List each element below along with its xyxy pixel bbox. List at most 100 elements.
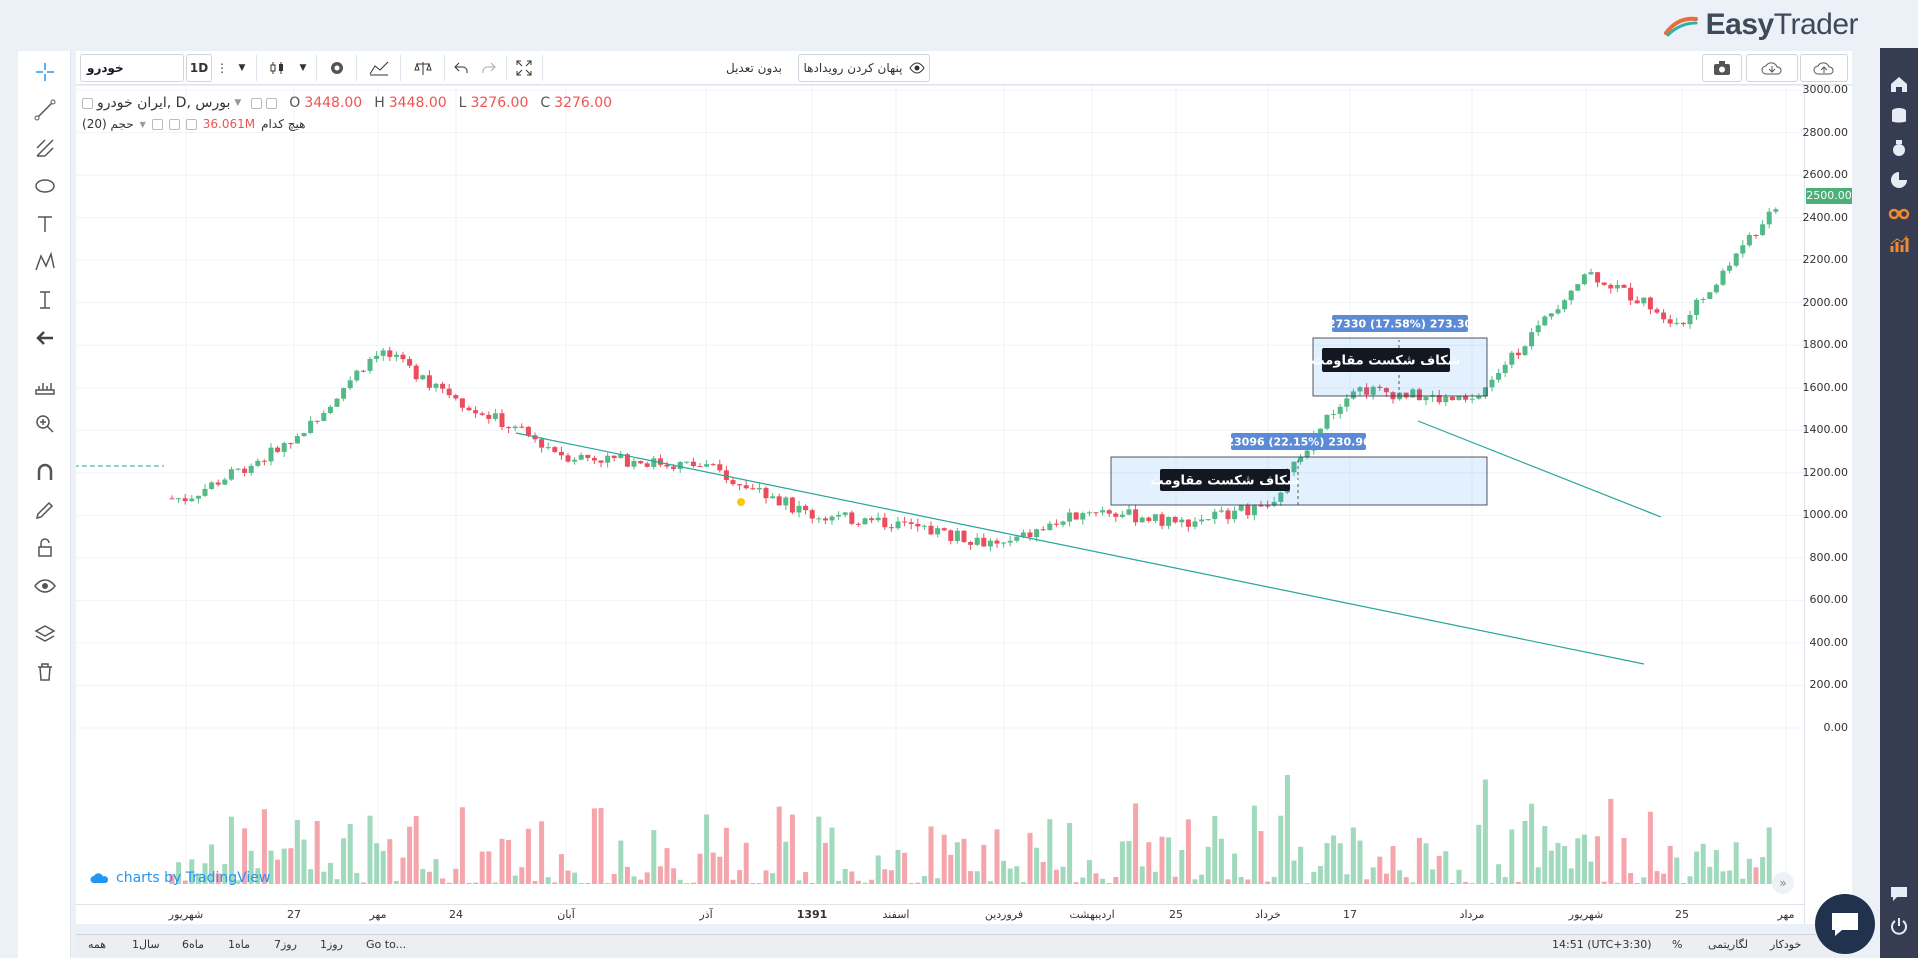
comments-icon[interactable] <box>1887 882 1911 906</box>
layers-icon[interactable] <box>28 619 61 649</box>
tradingview-watermark[interactable]: charts by TradingView <box>90 870 270 886</box>
settings-gear-icon[interactable] <box>322 54 352 82</box>
redo-icon[interactable] <box>476 54 502 82</box>
back-arrow-icon[interactable] <box>28 323 61 353</box>
more-vertical-icon[interactable]: ⋮ <box>214 54 230 82</box>
candle-body <box>413 365 419 380</box>
volume-dropdown-icon[interactable]: ▼ <box>139 119 146 129</box>
candle-body <box>1634 300 1640 304</box>
chart-style-dropdown-icon[interactable]: ▼ <box>294 54 312 82</box>
undo-icon[interactable] <box>448 54 474 82</box>
price-chart-svg[interactable]: شکاف شکست مقاومت 230.96 (22.15%) 23096 شکا… <box>76 86 1804 904</box>
indicators-icon[interactable] <box>362 54 396 82</box>
price-axis[interactable]: 3000.00 2800.00 2600.00 2400.00 2200.00 2000.… <box>1802 83 1852 924</box>
percent-toggle[interactable]: % <box>1672 938 1683 951</box>
zoom-icon[interactable] <box>28 409 61 439</box>
hide-events-button[interactable]: پنهان کردن رویدادها <box>798 54 930 82</box>
candle-body <box>1509 352 1515 365</box>
adjust-label[interactable]: بدون تعدیل <box>726 61 782 75</box>
price-tick: 1600.00 <box>1802 380 1849 394</box>
auto-toggle[interactable]: خودکار <box>1770 938 1802 951</box>
candles-style-icon[interactable] <box>262 54 292 82</box>
fullscreen-icon[interactable] <box>510 54 538 82</box>
measure-tool-icon[interactable] <box>28 285 61 315</box>
range-1m[interactable]: 1ماه <box>228 938 251 951</box>
pie-chart-icon[interactable] <box>1887 168 1911 192</box>
log-toggle[interactable]: لگاریتمی <box>1708 938 1748 951</box>
bar-chart-icon[interactable] <box>1887 232 1911 256</box>
pitchfork-tool-icon[interactable] <box>28 133 61 163</box>
goto-date[interactable]: Go to... <box>366 938 407 951</box>
cloud-download-icon[interactable] <box>1746 54 1798 82</box>
volume-settings-icon[interactable] <box>168 118 180 130</box>
interval-button[interactable]: 1D <box>186 54 212 82</box>
candle-body <box>1040 529 1046 531</box>
eye-icon[interactable] <box>28 571 61 601</box>
range-1y[interactable]: 1سال <box>132 938 160 951</box>
power-icon[interactable] <box>1887 914 1911 938</box>
legend-eye-icon[interactable] <box>251 97 263 109</box>
candle-body <box>809 510 815 519</box>
time-axis[interactable]: شهریور 27 مهر 24 آبان آذر 1391 اسفند فروردین اردی… <box>76 904 1804 924</box>
easytrader-logo[interactable]: EasyTrader <box>1663 8 1859 42</box>
range-6m[interactable]: 6ماه <box>182 938 205 951</box>
ruler-tool-icon[interactable] <box>28 371 61 401</box>
ellipse-tool-icon[interactable] <box>28 171 61 201</box>
candle-body <box>974 537 980 545</box>
home-icon[interactable] <box>1887 72 1911 96</box>
candle-body <box>1304 450 1310 458</box>
crosshair-tool-icon[interactable] <box>28 57 61 87</box>
chart-area[interactable]: شکاف شکست مقاومت 230.96 (22.15%) 23096 شکا… <box>76 83 1852 924</box>
compare-scale-icon[interactable] <box>406 54 440 82</box>
money-bag-icon[interactable] <box>1887 136 1911 160</box>
volume-bar <box>902 852 908 884</box>
text-tool-icon[interactable] <box>28 209 61 239</box>
candle-body <box>492 413 498 419</box>
volume-bar <box>1014 866 1020 884</box>
trash-icon[interactable] <box>28 657 61 687</box>
candle-body <box>935 528 941 535</box>
candle-body <box>1007 540 1013 543</box>
range-all[interactable]: همه <box>88 938 107 951</box>
volume-bar <box>1179 849 1185 884</box>
chat-button[interactable] <box>1815 894 1875 954</box>
interval-dropdown-icon[interactable]: ▼ <box>232 54 252 82</box>
volume-bar <box>1436 855 1442 884</box>
volume-bar <box>1357 840 1363 884</box>
range-1d[interactable]: 1روز <box>320 938 343 951</box>
candle-body <box>763 487 769 499</box>
brand-bar: EasyTrader <box>0 0 1918 48</box>
cloud-upload-icon[interactable] <box>1800 54 1848 82</box>
volume-bar <box>968 871 974 884</box>
legend-settings-icon[interactable] <box>266 97 278 109</box>
volume-bar <box>1172 876 1178 884</box>
legend-dropdown-icon[interactable]: ▼ <box>234 98 242 108</box>
time-tick: مهر <box>369 908 387 921</box>
trend-line-tool-icon[interactable] <box>28 95 61 125</box>
database-icon[interactable] <box>1887 104 1911 128</box>
draw-mode-icon[interactable] <box>28 495 61 525</box>
magnet-icon[interactable] <box>28 457 61 487</box>
volume-bar <box>690 882 696 884</box>
range-7d[interactable]: 7روز <box>274 938 297 951</box>
lock-icon[interactable] <box>28 533 61 563</box>
timezone-display[interactable]: 14:51 (UTC+3:30) <box>1552 938 1652 951</box>
candle-body <box>1476 396 1482 399</box>
pattern-tool-icon[interactable] <box>28 247 61 277</box>
scroll-to-realtime-icon[interactable]: » <box>1772 872 1794 894</box>
camera-snapshot-icon[interactable] <box>1702 54 1742 82</box>
volume-bar <box>433 859 439 884</box>
volume-close-icon[interactable] <box>185 118 197 130</box>
volume-bar <box>1199 874 1205 884</box>
volume-bar <box>1317 866 1323 884</box>
volume-bar <box>1106 883 1112 884</box>
candle-body <box>750 488 756 490</box>
volume-bar <box>836 880 842 884</box>
volume-eye-icon[interactable] <box>151 118 163 130</box>
symbol-input[interactable]: خودرو <box>80 54 184 82</box>
binoculars-icon[interactable] <box>1887 200 1911 224</box>
candle-body <box>591 457 597 461</box>
volume-bar <box>393 881 399 884</box>
collapse-legend-icon[interactable] <box>82 97 93 109</box>
volume-bar <box>941 834 947 884</box>
